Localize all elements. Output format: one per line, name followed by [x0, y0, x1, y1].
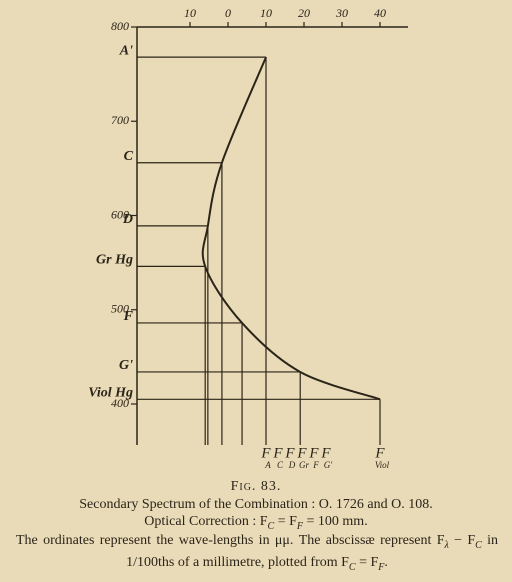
text: The ordinates represent the wave-lengths…: [16, 533, 445, 548]
y-tick-label: 400: [111, 396, 129, 410]
bottom-letter: F: [272, 445, 283, 461]
subscript: C: [475, 539, 482, 551]
line-label: A': [119, 43, 133, 58]
subscript: C: [267, 520, 275, 532]
x-tick-label: 0: [225, 6, 231, 20]
caption-title: Secondary Spectrum of the Combination : …: [79, 497, 433, 512]
bottom-sub: F: [312, 460, 319, 470]
y-tick-label: 800: [111, 19, 129, 33]
bottom-sub: C: [277, 460, 284, 470]
y-tick-label: 700: [111, 113, 129, 127]
bottom-sub: A: [264, 460, 271, 470]
text: = 100 mm.: [303, 514, 368, 529]
line-label: G': [119, 358, 133, 373]
line-label: D: [122, 212, 133, 227]
bottom-letter: F: [374, 445, 385, 461]
figure-number: Fig. 83.: [230, 479, 282, 494]
caption-note: The ordinates represent the wave-lengths…: [16, 532, 498, 576]
bottom-sub: D: [288, 460, 296, 470]
subscript: λ: [444, 539, 449, 551]
bottom-letter: F: [296, 445, 307, 461]
subscript: F: [296, 520, 304, 532]
x-tick-label: 30: [335, 6, 348, 20]
x-tick-label: 20: [298, 6, 310, 20]
bottom-sub: G': [324, 460, 333, 470]
text: in 1/100ths of a millimetre, plotted fro…: [126, 533, 499, 570]
text: = F: [355, 554, 379, 570]
line-label: F: [123, 309, 134, 324]
bottom-sub: Gr: [299, 460, 309, 470]
bottom-letter: F: [284, 445, 295, 461]
bottom-sub: Viol: [375, 460, 390, 470]
x-tick-label: 10: [184, 6, 196, 20]
text: Optical Correction : F: [144, 514, 268, 529]
x-tick-label: 40: [374, 6, 386, 20]
text: = F: [274, 514, 297, 529]
bottom-letter: F: [308, 445, 319, 461]
x-tick-label: 10: [260, 6, 272, 20]
text: .: [384, 554, 388, 570]
text: − F: [448, 533, 476, 548]
y-tick-label: 600: [111, 207, 129, 221]
y-tick-label: 500: [111, 302, 129, 316]
curve: [201, 56, 381, 401]
line-label: C: [124, 149, 134, 164]
subscript: C: [348, 561, 356, 573]
bottom-letter: F: [320, 445, 331, 461]
line-label: Gr Hg: [96, 253, 133, 268]
subscript: F: [378, 561, 385, 573]
caption-correction: Optical Correction : FC = FF = 100 mm.: [0, 514, 512, 535]
line-label: Viol Hg: [88, 386, 133, 401]
bottom-letter: F: [260, 445, 271, 461]
